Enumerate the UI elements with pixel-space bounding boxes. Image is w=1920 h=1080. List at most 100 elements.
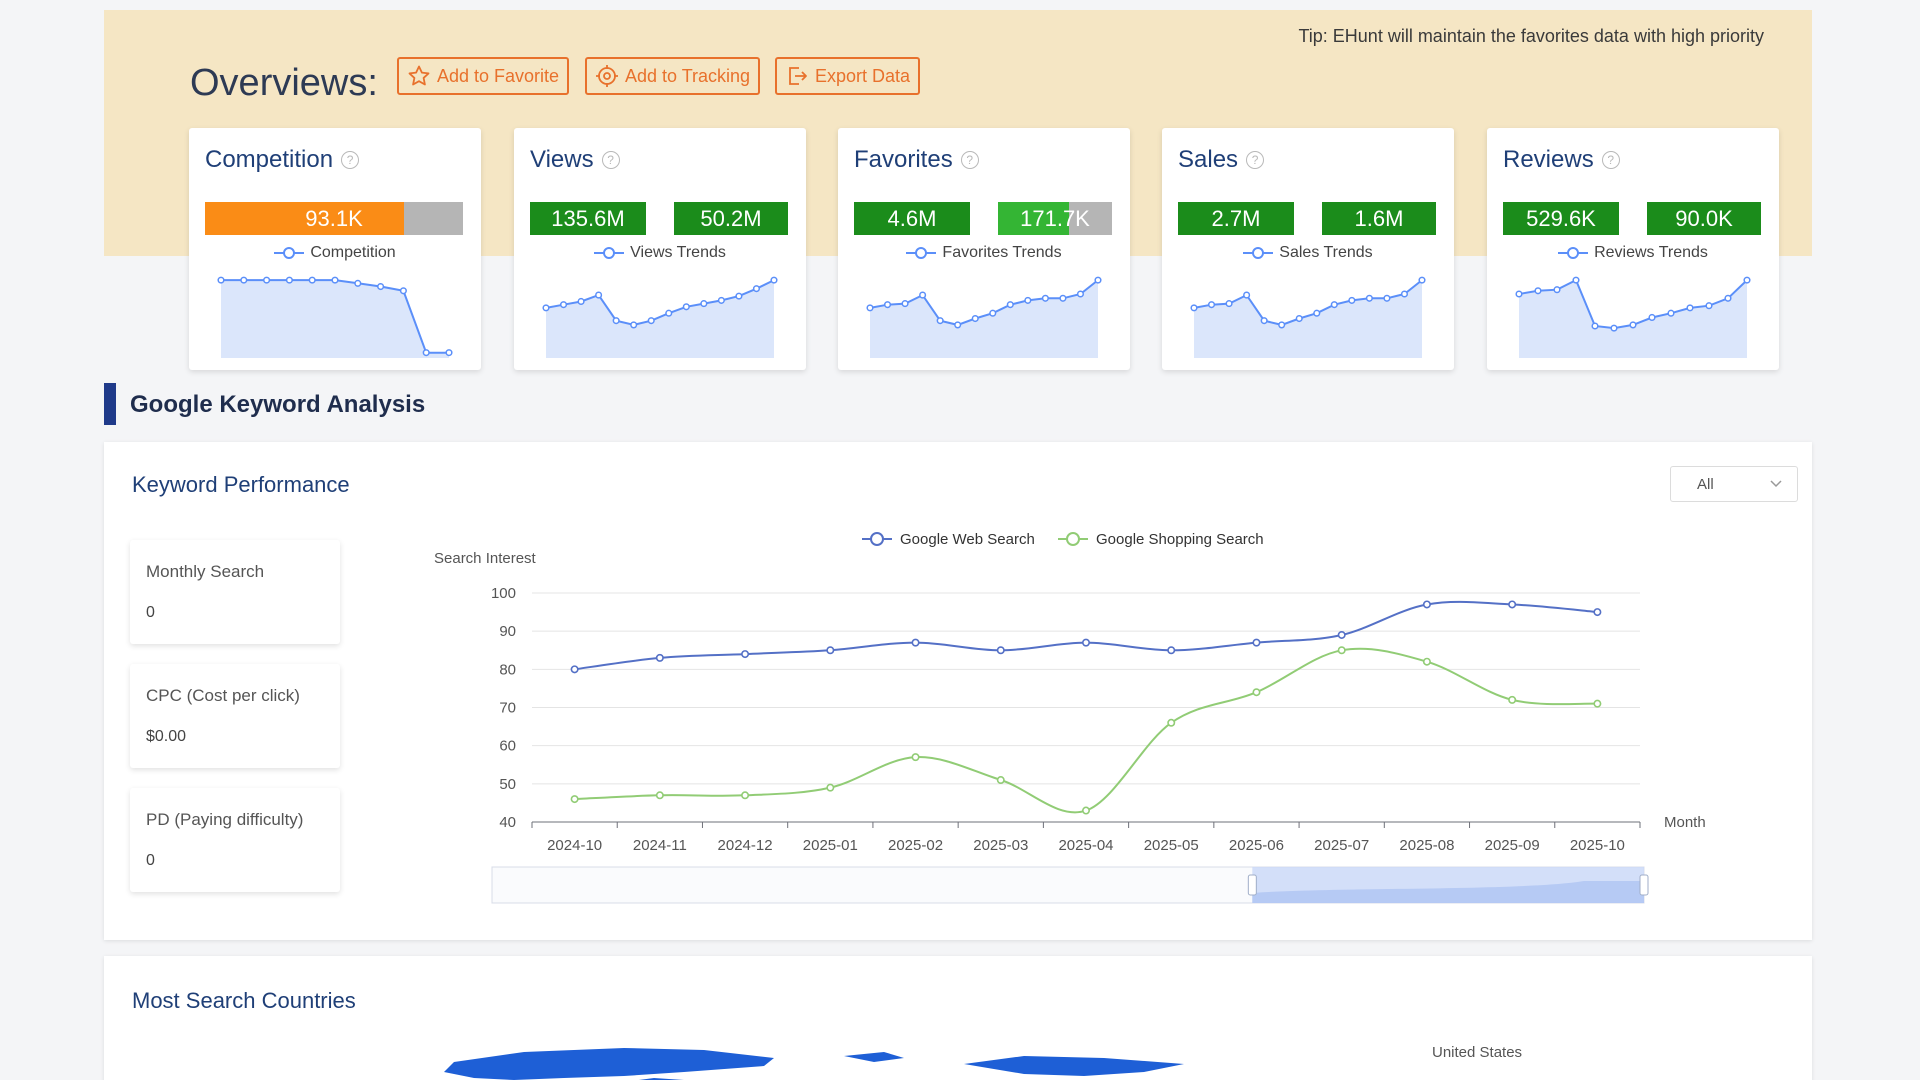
data-point[interactable] [826,783,835,792]
data-point[interactable] [1593,608,1602,617]
favorites-bar-1: 4.6M [854,202,970,235]
spark-point [665,309,673,317]
reviews-bar-1: 529.6K [1503,202,1619,235]
spark-area [870,280,1098,358]
data-point[interactable] [1422,657,1431,666]
data-point[interactable] [655,791,664,800]
sales-bar-1: 2.7M [1178,202,1294,235]
data-point[interactable] [1252,688,1261,697]
spark-point [1724,294,1732,302]
export-data-label: Export Data [815,65,911,86]
data-point[interactable] [1337,630,1346,639]
spark-point [1572,276,1580,284]
add-to-favorite-button[interactable]: Add to Favorite [397,57,570,95]
map-region-asia[interactable] [964,1056,1184,1076]
spark-point [285,276,293,284]
card-legend: Sales Trends [1162,244,1454,262]
spark-point [422,349,430,357]
map-region-americas[interactable] [444,1048,774,1080]
spark-point [1686,304,1694,312]
spark-point [1243,291,1251,299]
data-point[interactable] [570,795,579,804]
spark-point [1348,296,1356,304]
metric-value: 0 [146,604,155,621]
spark-point [1553,286,1561,294]
spark-point [901,300,909,308]
data-point[interactable] [741,791,750,800]
data-point[interactable] [741,650,750,659]
data-point[interactable] [911,638,920,647]
help-icon[interactable]: ? [1601,151,1620,169]
zoom-preview [1252,881,1644,903]
metric-cpc: CPC (Cost per click) $0.00 [130,664,340,768]
data-point[interactable] [996,646,1005,655]
metric-pd: PD (Paying difficulty) 0 [130,788,340,892]
data-point[interactable] [1081,638,1090,647]
help-icon[interactable]: ? [601,151,620,169]
legend-line-icon [1243,247,1274,259]
spark-point [354,279,362,287]
x-tick-label: 2024-12 [718,837,773,854]
data-point[interactable] [1422,600,1431,609]
x-tick-label: 2025-04 [1058,837,1113,854]
spark-point [883,301,892,309]
spark-point [1667,309,1675,317]
help-icon[interactable]: ? [341,151,360,169]
data-point[interactable] [826,646,835,655]
data-point[interactable] [1167,718,1176,727]
help-icon[interactable]: ? [960,151,979,169]
data-point[interactable] [1081,806,1090,815]
card-legend: Reviews Trends [1487,244,1779,262]
competition-bar-fill [205,202,404,235]
spark-point [331,276,339,284]
data-point[interactable] [911,753,920,762]
spark-point [1295,314,1303,323]
legend-item[interactable]: Google Shopping Search [1058,531,1264,548]
y-axis-label: Search Interest [434,550,537,567]
spark-point [936,317,944,325]
spark-point [717,296,725,304]
zoom-handle-left[interactable] [1247,874,1257,896]
data-point[interactable] [655,653,664,662]
range-select[interactable]: All [1670,466,1798,502]
target-icon [596,65,618,87]
x-tick-label: 2025-05 [1144,837,1199,854]
map-region-europe[interactable] [844,1052,904,1062]
spark-point [263,276,271,284]
export-data-button[interactable]: Export Data [775,57,921,95]
spark-point [866,304,874,312]
spark-point [770,276,778,284]
world-map[interactable] [324,1042,1324,1080]
legend-line-icon [1558,247,1589,259]
legend-item[interactable]: Google Web Search [862,531,1035,548]
y-tick-label: 60 [499,738,516,755]
data-point[interactable] [1167,646,1176,655]
spark-area [221,280,449,358]
competition-value: 93.1K [305,205,363,231]
favorites-card: Favorites? 4.6M 171.7K Favorites Trends [838,128,1130,370]
data-point[interactable] [1252,638,1261,647]
x-tick-label: 2025-08 [1399,837,1454,854]
help-icon[interactable]: ? [1246,151,1265,169]
data-point[interactable] [1508,600,1517,609]
data-point[interactable] [1508,695,1517,704]
add-to-tracking-button[interactable]: Add to Tracking [585,57,761,95]
spark-point [1515,290,1523,298]
card-title: Favorites? [854,146,979,174]
x-axis-label: Month [1664,814,1706,831]
spark-area [1519,280,1747,358]
data-point[interactable] [1337,646,1346,655]
data-point[interactable] [996,776,1005,785]
data-point[interactable] [1593,699,1602,708]
data-point[interactable] [570,665,579,674]
zoom-handle-right[interactable] [1639,874,1649,896]
legend-line-icon [274,247,305,259]
spark-point [445,349,453,357]
spark-point [1041,294,1049,302]
y-tick-label: 50 [499,776,516,793]
legend-label: Google Shopping Search [1096,531,1264,548]
competition-card: Competition? 93.1K Competition [189,128,481,370]
spark-point [1207,301,1216,309]
spark-point [1024,296,1032,304]
spark-point [1313,309,1321,317]
